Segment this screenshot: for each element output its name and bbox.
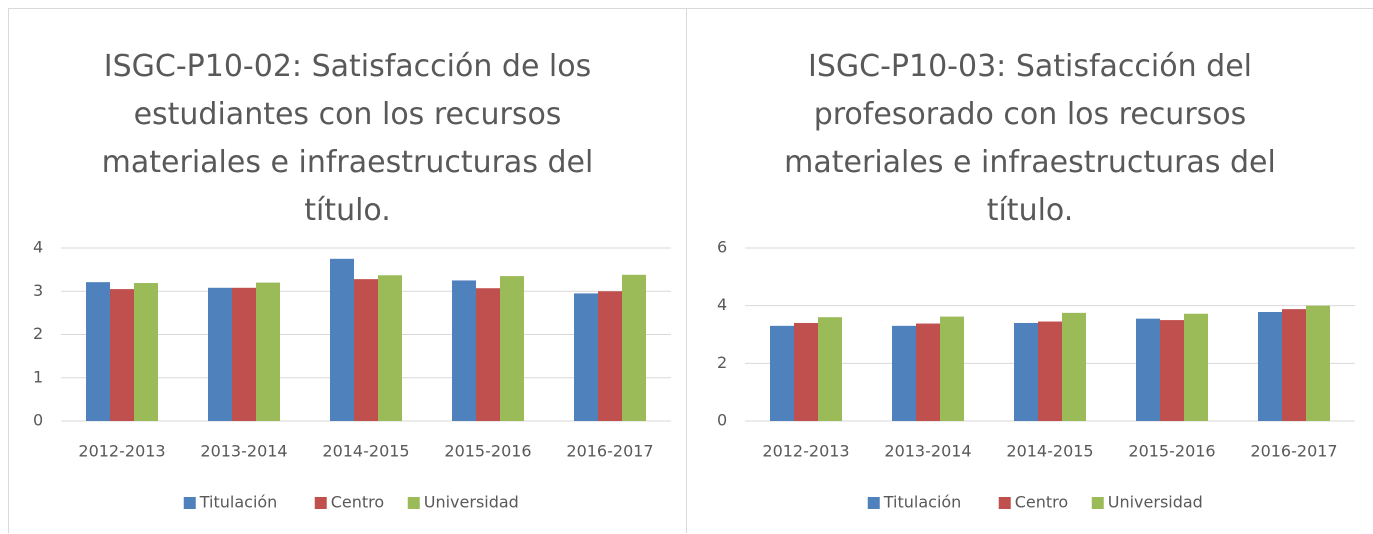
y-tick-label: 6	[717, 238, 727, 257]
legend-swatch	[1091, 497, 1104, 509]
bar	[598, 291, 622, 421]
legend-label: Centro	[331, 493, 384, 512]
x-tick-label: 2015-2016	[444, 442, 531, 461]
chart-panel: ISGC-P10-02: Satisfacción de los estudia…	[8, 8, 687, 533]
legend-label: Titulación	[883, 493, 962, 512]
bar	[1136, 318, 1160, 421]
bar	[794, 322, 818, 421]
bar	[940, 316, 964, 421]
y-tick-label: 4	[717, 295, 727, 314]
bar	[378, 275, 402, 421]
bar	[232, 287, 256, 421]
chart-title: ISGC-P10-02: Satisfacción de los estudia…	[101, 49, 594, 228]
bar	[916, 323, 940, 421]
y-tick-label: 0	[33, 411, 43, 430]
bar	[476, 288, 500, 421]
legend-swatch	[183, 497, 196, 509]
y-tick-label: 4	[33, 238, 43, 257]
bar	[1282, 309, 1306, 421]
bar	[208, 287, 232, 421]
legend-label: Titulación	[199, 493, 278, 512]
bar	[354, 279, 378, 421]
bar	[818, 317, 842, 421]
x-tick-label: 2013-2014	[884, 442, 971, 461]
legend-swatch	[314, 497, 327, 509]
x-tick-label: 2016-2017	[1250, 442, 1337, 461]
bar	[1160, 320, 1184, 421]
x-tick-label: 2012-2013	[78, 442, 165, 461]
bar	[1258, 312, 1282, 421]
y-tick-label: 2	[33, 324, 43, 343]
chart: 0 2 4 6 2012-2013 2013-2014 2014-2015 2015-2016…	[717, 238, 1355, 512]
legend-label: Centro	[1015, 493, 1068, 512]
bar	[330, 258, 354, 421]
x-tick-label: 2013-2014	[200, 442, 287, 461]
bar	[500, 276, 524, 421]
chart-panel: ISGC-P10-03: Satisfacción del profesorad…	[687, 8, 1373, 533]
bar	[1038, 321, 1062, 421]
bar	[1306, 305, 1330, 421]
bar	[110, 289, 134, 421]
legend-label: Universidad	[1108, 493, 1203, 512]
bar	[452, 280, 476, 421]
x-tick-label: 2015-2016	[1128, 442, 1215, 461]
bar	[134, 283, 158, 421]
legend-swatch	[867, 497, 880, 509]
x-tick-label: 2014-2015	[1006, 442, 1093, 461]
bar	[86, 282, 110, 421]
bar	[892, 325, 916, 421]
x-tick-label: 2016-2017	[566, 442, 653, 461]
x-tick-label: 2012-2013	[762, 442, 849, 461]
bar	[1184, 313, 1208, 421]
y-tick-label: 0	[717, 411, 727, 430]
chart: 0 1 2 3 4 2012-2013 2013-2014 2014-2015 2015-201…	[33, 238, 671, 512]
bar	[574, 293, 598, 421]
x-tick-label: 2014-2015	[322, 442, 409, 461]
bar	[770, 325, 794, 421]
bar	[622, 274, 646, 421]
legend-label: Universidad	[424, 493, 519, 512]
legend-swatch	[407, 497, 420, 509]
bar	[1014, 322, 1038, 421]
legend-swatch	[998, 497, 1011, 509]
y-tick-label: 2	[717, 353, 727, 372]
y-tick-label: 3	[33, 281, 43, 300]
y-tick-label: 1	[33, 367, 43, 386]
bar	[1062, 312, 1086, 421]
bar	[256, 282, 280, 421]
chart-title: ISGC-P10-03: Satisfacción del profesorad…	[784, 49, 1276, 228]
